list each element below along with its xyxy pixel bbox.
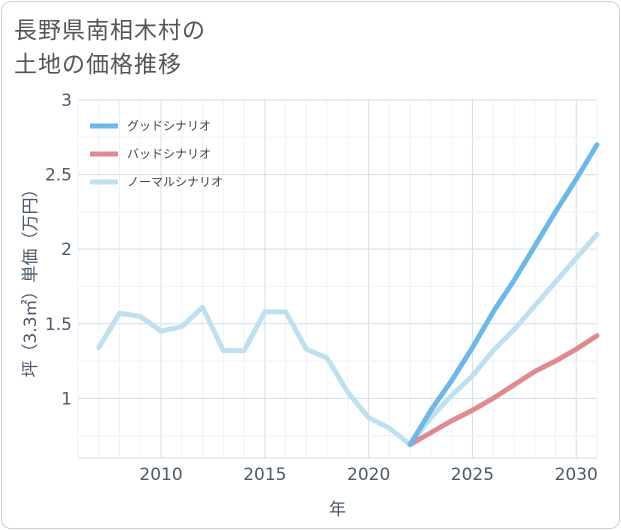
x-tick-label: 2015 bbox=[243, 465, 286, 485]
chart-title-line1: 長野県南相木村の bbox=[14, 18, 206, 44]
series-line-2 bbox=[96, 231, 600, 448]
grid-lines bbox=[77, 99, 598, 459]
chart-title: 長野県南相木村の 土地の価格推移 bbox=[14, 14, 206, 82]
x-axis-label: 年 bbox=[329, 500, 346, 520]
legend-label: ノーマルシナリオ bbox=[127, 175, 223, 189]
series-lines bbox=[96, 142, 600, 448]
x-tick-label: 2030 bbox=[555, 465, 598, 485]
y-tick-label: 1 bbox=[61, 389, 72, 409]
series-line-1 bbox=[407, 333, 600, 448]
x-tick-label: 2025 bbox=[451, 465, 494, 485]
y-axis-label: 坪（3.3㎡）単価（万円） bbox=[21, 180, 41, 377]
y-tick-label: 1.5 bbox=[45, 315, 72, 335]
legend-label: バッドシナリオ bbox=[127, 147, 211, 161]
y-tick-label: 3 bbox=[61, 91, 72, 111]
chart-title-line2: 土地の価格推移 bbox=[14, 52, 182, 78]
tick-labels: 2010 2015 2020 2025 2030 1 1.5 2 2.5 3 bbox=[45, 91, 598, 485]
x-tick-label: 2020 bbox=[347, 465, 390, 485]
y-tick-label: 2 bbox=[61, 240, 72, 260]
x-tick-label: 2010 bbox=[139, 465, 182, 485]
y-tick-label: 2.5 bbox=[45, 166, 72, 186]
legend-label: グッドシナリオ bbox=[127, 119, 211, 133]
series-line-0 bbox=[407, 142, 600, 448]
